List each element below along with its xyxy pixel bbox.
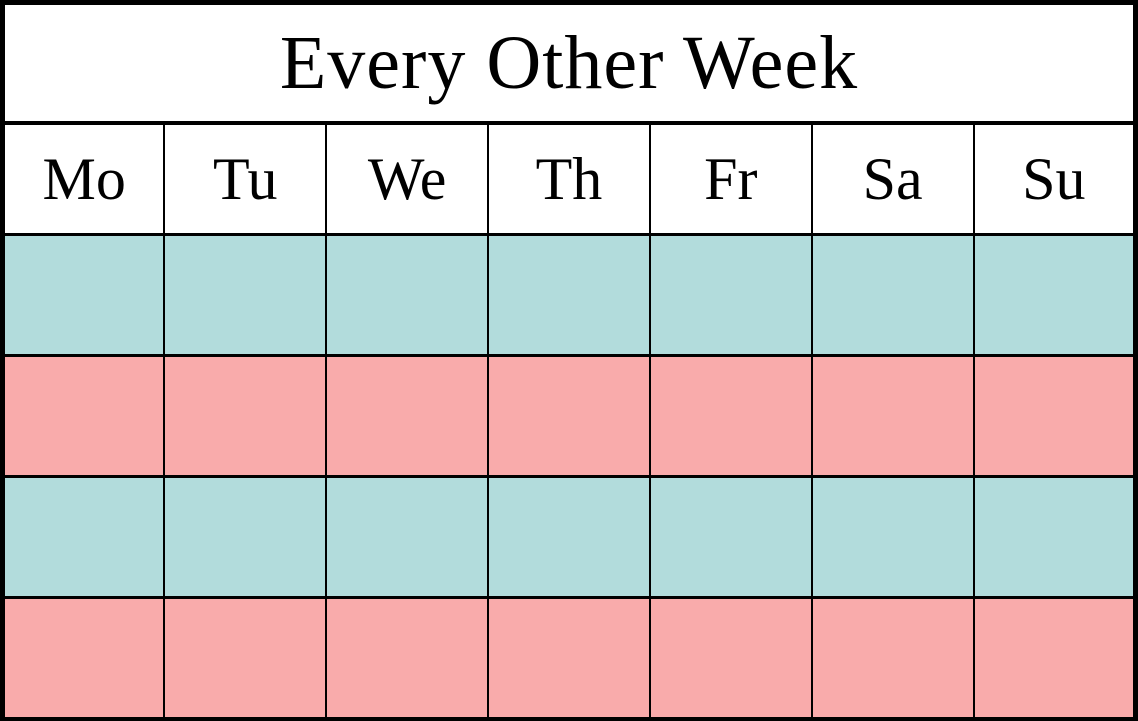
- day-header-fr: Fr: [648, 121, 813, 236]
- calendar-body: [1, 233, 1137, 721]
- week-cell: [648, 233, 813, 357]
- day-header-tu: Tu: [163, 121, 328, 236]
- week-cell: [810, 354, 975, 478]
- week-cell: [487, 596, 651, 721]
- day-header-mo: Mo: [1, 121, 166, 236]
- week-cell: [325, 596, 490, 721]
- week-cell: [648, 354, 813, 478]
- week-cell: [325, 475, 490, 599]
- day-header-th: Th: [487, 121, 651, 236]
- week-cell: [487, 354, 651, 478]
- title-row: Every Other Week: [1, 1, 1137, 125]
- week-row-3: [1, 475, 1137, 599]
- week-cell: [1, 596, 166, 721]
- week-row-2: [1, 354, 1137, 478]
- week-cell: [163, 475, 328, 599]
- calendar-title: Every Other Week: [1, 1, 1137, 125]
- week-cell: [487, 475, 651, 599]
- week-cell: [972, 596, 1137, 721]
- day-header-sa: Sa: [810, 121, 975, 236]
- day-header-su: Su: [972, 121, 1137, 236]
- week-cell: [972, 233, 1137, 357]
- week-cell: [810, 596, 975, 721]
- week-cell: [325, 233, 490, 357]
- week-cell: [972, 354, 1137, 478]
- week-cell: [163, 596, 328, 721]
- week-cell: [163, 354, 328, 478]
- day-header-row: Mo Tu We Th Fr Sa Su: [1, 121, 1137, 236]
- week-cell: [1, 354, 166, 478]
- week-cell: [163, 233, 328, 357]
- week-cell: [810, 475, 975, 599]
- week-row-4: [1, 596, 1137, 721]
- week-cell: [1, 475, 166, 599]
- week-cell: [325, 354, 490, 478]
- week-row-1: [1, 233, 1137, 357]
- week-cell: [972, 475, 1137, 599]
- calendar-head: Every Other Week Mo Tu We Th Fr Sa Su: [1, 1, 1137, 236]
- week-cell: [648, 596, 813, 721]
- week-cell: [487, 233, 651, 357]
- week-cell: [1, 233, 166, 357]
- day-header-we: We: [325, 121, 490, 236]
- week-cell: [648, 475, 813, 599]
- week-cell: [810, 233, 975, 357]
